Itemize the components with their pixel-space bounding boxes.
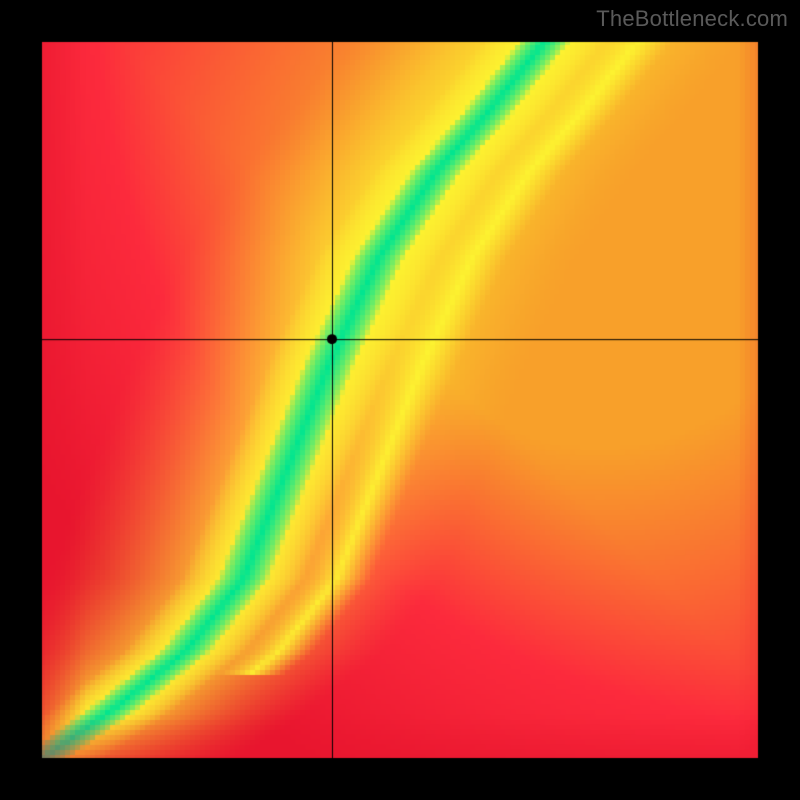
watermark-text: TheBottleneck.com [596, 6, 788, 32]
bottleneck-heatmap [0, 0, 800, 800]
